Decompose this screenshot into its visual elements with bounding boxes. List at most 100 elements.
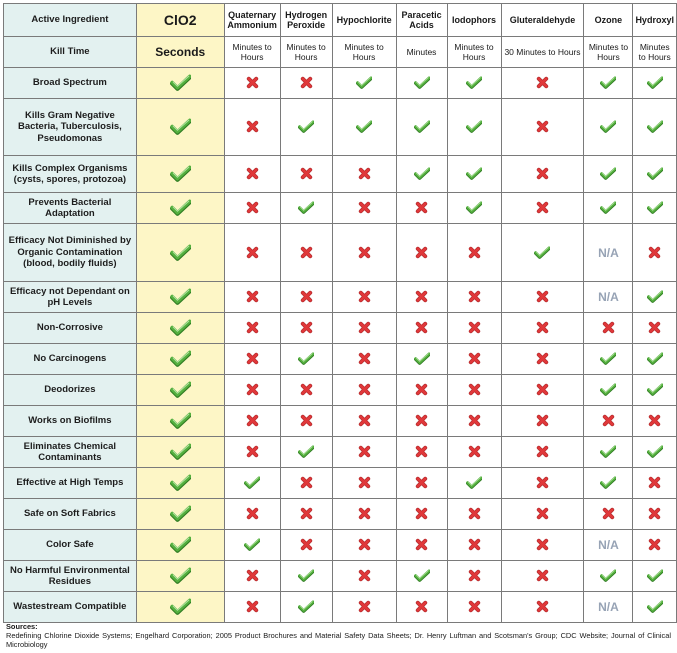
check-icon xyxy=(413,352,430,366)
cell-hydrogen-peroxide xyxy=(279,223,333,282)
comparison-table: Active Ingredient ClO2 Quaternary Ammonium… xyxy=(3,3,677,623)
row-label: Kills Gram Negative Bacteria, Tuberculos… xyxy=(3,98,137,156)
cell-hydroxyl xyxy=(632,405,677,437)
column-header-hypochlorite: Hypochlorite xyxy=(331,3,397,37)
cross-icon xyxy=(300,322,312,334)
cell-quaternary-ammonium xyxy=(223,560,281,592)
cell-hypochlorite xyxy=(331,405,397,437)
cross-icon xyxy=(358,246,370,258)
cell-hypochlorite xyxy=(331,498,397,530)
column-header-paracetic-acids: Paracetic Acids xyxy=(395,3,448,37)
cell-iodophors xyxy=(446,155,502,193)
check-icon xyxy=(646,201,663,215)
cross-icon xyxy=(536,291,549,303)
cell-gluteraldehyde xyxy=(500,281,585,313)
check-icon xyxy=(600,167,617,181)
cell-quaternary-ammonium xyxy=(223,343,281,375)
cross-icon xyxy=(468,384,480,396)
cross-icon xyxy=(300,246,312,258)
cell-quaternary-ammonium xyxy=(223,281,281,313)
cross-icon xyxy=(358,322,370,334)
check-icon xyxy=(298,201,315,215)
cross-icon xyxy=(415,415,428,427)
cell-clo2 xyxy=(135,467,225,499)
cell-clo2 xyxy=(135,560,225,592)
cross-icon xyxy=(358,601,370,613)
cross-icon xyxy=(358,384,370,396)
cell-hypochlorite xyxy=(331,67,397,99)
cell-gluteraldehyde xyxy=(500,591,585,623)
kill-time-label: Kill Time xyxy=(3,36,137,68)
table-row: Kills Complex Organisms (cysts, spores, … xyxy=(3,155,677,193)
cross-icon xyxy=(300,539,312,551)
cell-hypochlorite xyxy=(331,591,397,623)
cell-paracetic-acids xyxy=(395,467,448,499)
cell-clo2 xyxy=(135,498,225,530)
check-icon xyxy=(169,165,191,183)
row-label: No Harmful Environmental Residues xyxy=(3,560,137,592)
cell-hypochlorite xyxy=(331,98,397,156)
check-icon xyxy=(534,246,551,259)
row-label: Non-Corrosive xyxy=(3,312,137,344)
kill-time-hydrogen-peroxide: Minutes to Hours xyxy=(279,36,333,68)
cell-clo2 xyxy=(135,312,225,344)
cross-icon xyxy=(358,353,370,365)
cross-icon xyxy=(536,168,549,180)
column-header-hydrogen-peroxide: Hydrogen Peroxide xyxy=(279,3,333,37)
cell-iodophors xyxy=(446,281,502,313)
cell-ozone xyxy=(583,192,634,224)
cell-paracetic-acids xyxy=(395,436,448,468)
cell-hydroxyl xyxy=(632,498,677,530)
cross-icon xyxy=(536,322,549,334)
cell-paracetic-acids xyxy=(395,374,448,406)
row-label: Eliminates Chemical Contaminants xyxy=(3,436,137,468)
check-icon xyxy=(413,76,430,90)
table-row: Kills Gram Negative Bacteria, Tuberculos… xyxy=(3,98,677,156)
cross-icon xyxy=(246,77,258,89)
cross-icon xyxy=(415,322,428,334)
not-applicable-text: N/A xyxy=(598,538,619,552)
cross-icon xyxy=(468,508,480,520)
check-icon xyxy=(169,199,191,217)
cell-iodophors xyxy=(446,374,502,406)
check-icon xyxy=(169,350,191,368)
cross-icon xyxy=(246,246,258,258)
cell-iodophors xyxy=(446,98,502,156)
cross-icon xyxy=(649,415,661,427)
cell-hydroxyl xyxy=(632,436,677,468)
cell-gluteraldehyde xyxy=(500,405,585,437)
kill-time-quaternary-ammonium: Minutes to Hours xyxy=(223,36,281,68)
cross-icon xyxy=(468,415,480,427)
cell-gluteraldehyde xyxy=(500,155,585,193)
row-label: Color Safe xyxy=(3,529,137,561)
cell-clo2 xyxy=(135,98,225,156)
cell-hydroxyl xyxy=(632,343,677,375)
cell-iodophors xyxy=(446,223,502,282)
check-icon xyxy=(600,352,617,366)
cell-hydroxyl xyxy=(632,529,677,561)
cell-ozone xyxy=(583,436,634,468)
cross-icon xyxy=(536,446,549,458)
check-icon xyxy=(169,505,191,523)
cross-icon xyxy=(358,570,370,582)
sources-text: Redefining Chlorine Dioxide Systems; Eng… xyxy=(6,631,671,649)
cross-icon xyxy=(415,601,428,613)
check-icon xyxy=(466,167,483,181)
cell-quaternary-ammonium xyxy=(223,467,281,499)
cell-hydrogen-peroxide xyxy=(279,281,333,313)
cross-icon xyxy=(468,539,480,551)
header-row: Active Ingredient ClO2 Quaternary Ammonium… xyxy=(3,3,677,37)
row-label: Deodorizes xyxy=(3,374,137,406)
cell-hydrogen-peroxide xyxy=(279,560,333,592)
cell-hydroxyl xyxy=(632,98,677,156)
cell-hydrogen-peroxide xyxy=(279,467,333,499)
cell-iodophors xyxy=(446,192,502,224)
cell-gluteraldehyde xyxy=(500,560,585,592)
kill-time-iodophors: Minutes to Hours xyxy=(446,36,502,68)
cell-quaternary-ammonium xyxy=(223,498,281,530)
cross-icon xyxy=(536,384,549,396)
row-label: Efficacy not Dependant on pH Levels xyxy=(3,281,137,313)
cell-gluteraldehyde xyxy=(500,223,585,282)
cross-icon xyxy=(246,322,258,334)
table-row: No Carcinogens xyxy=(3,343,677,375)
